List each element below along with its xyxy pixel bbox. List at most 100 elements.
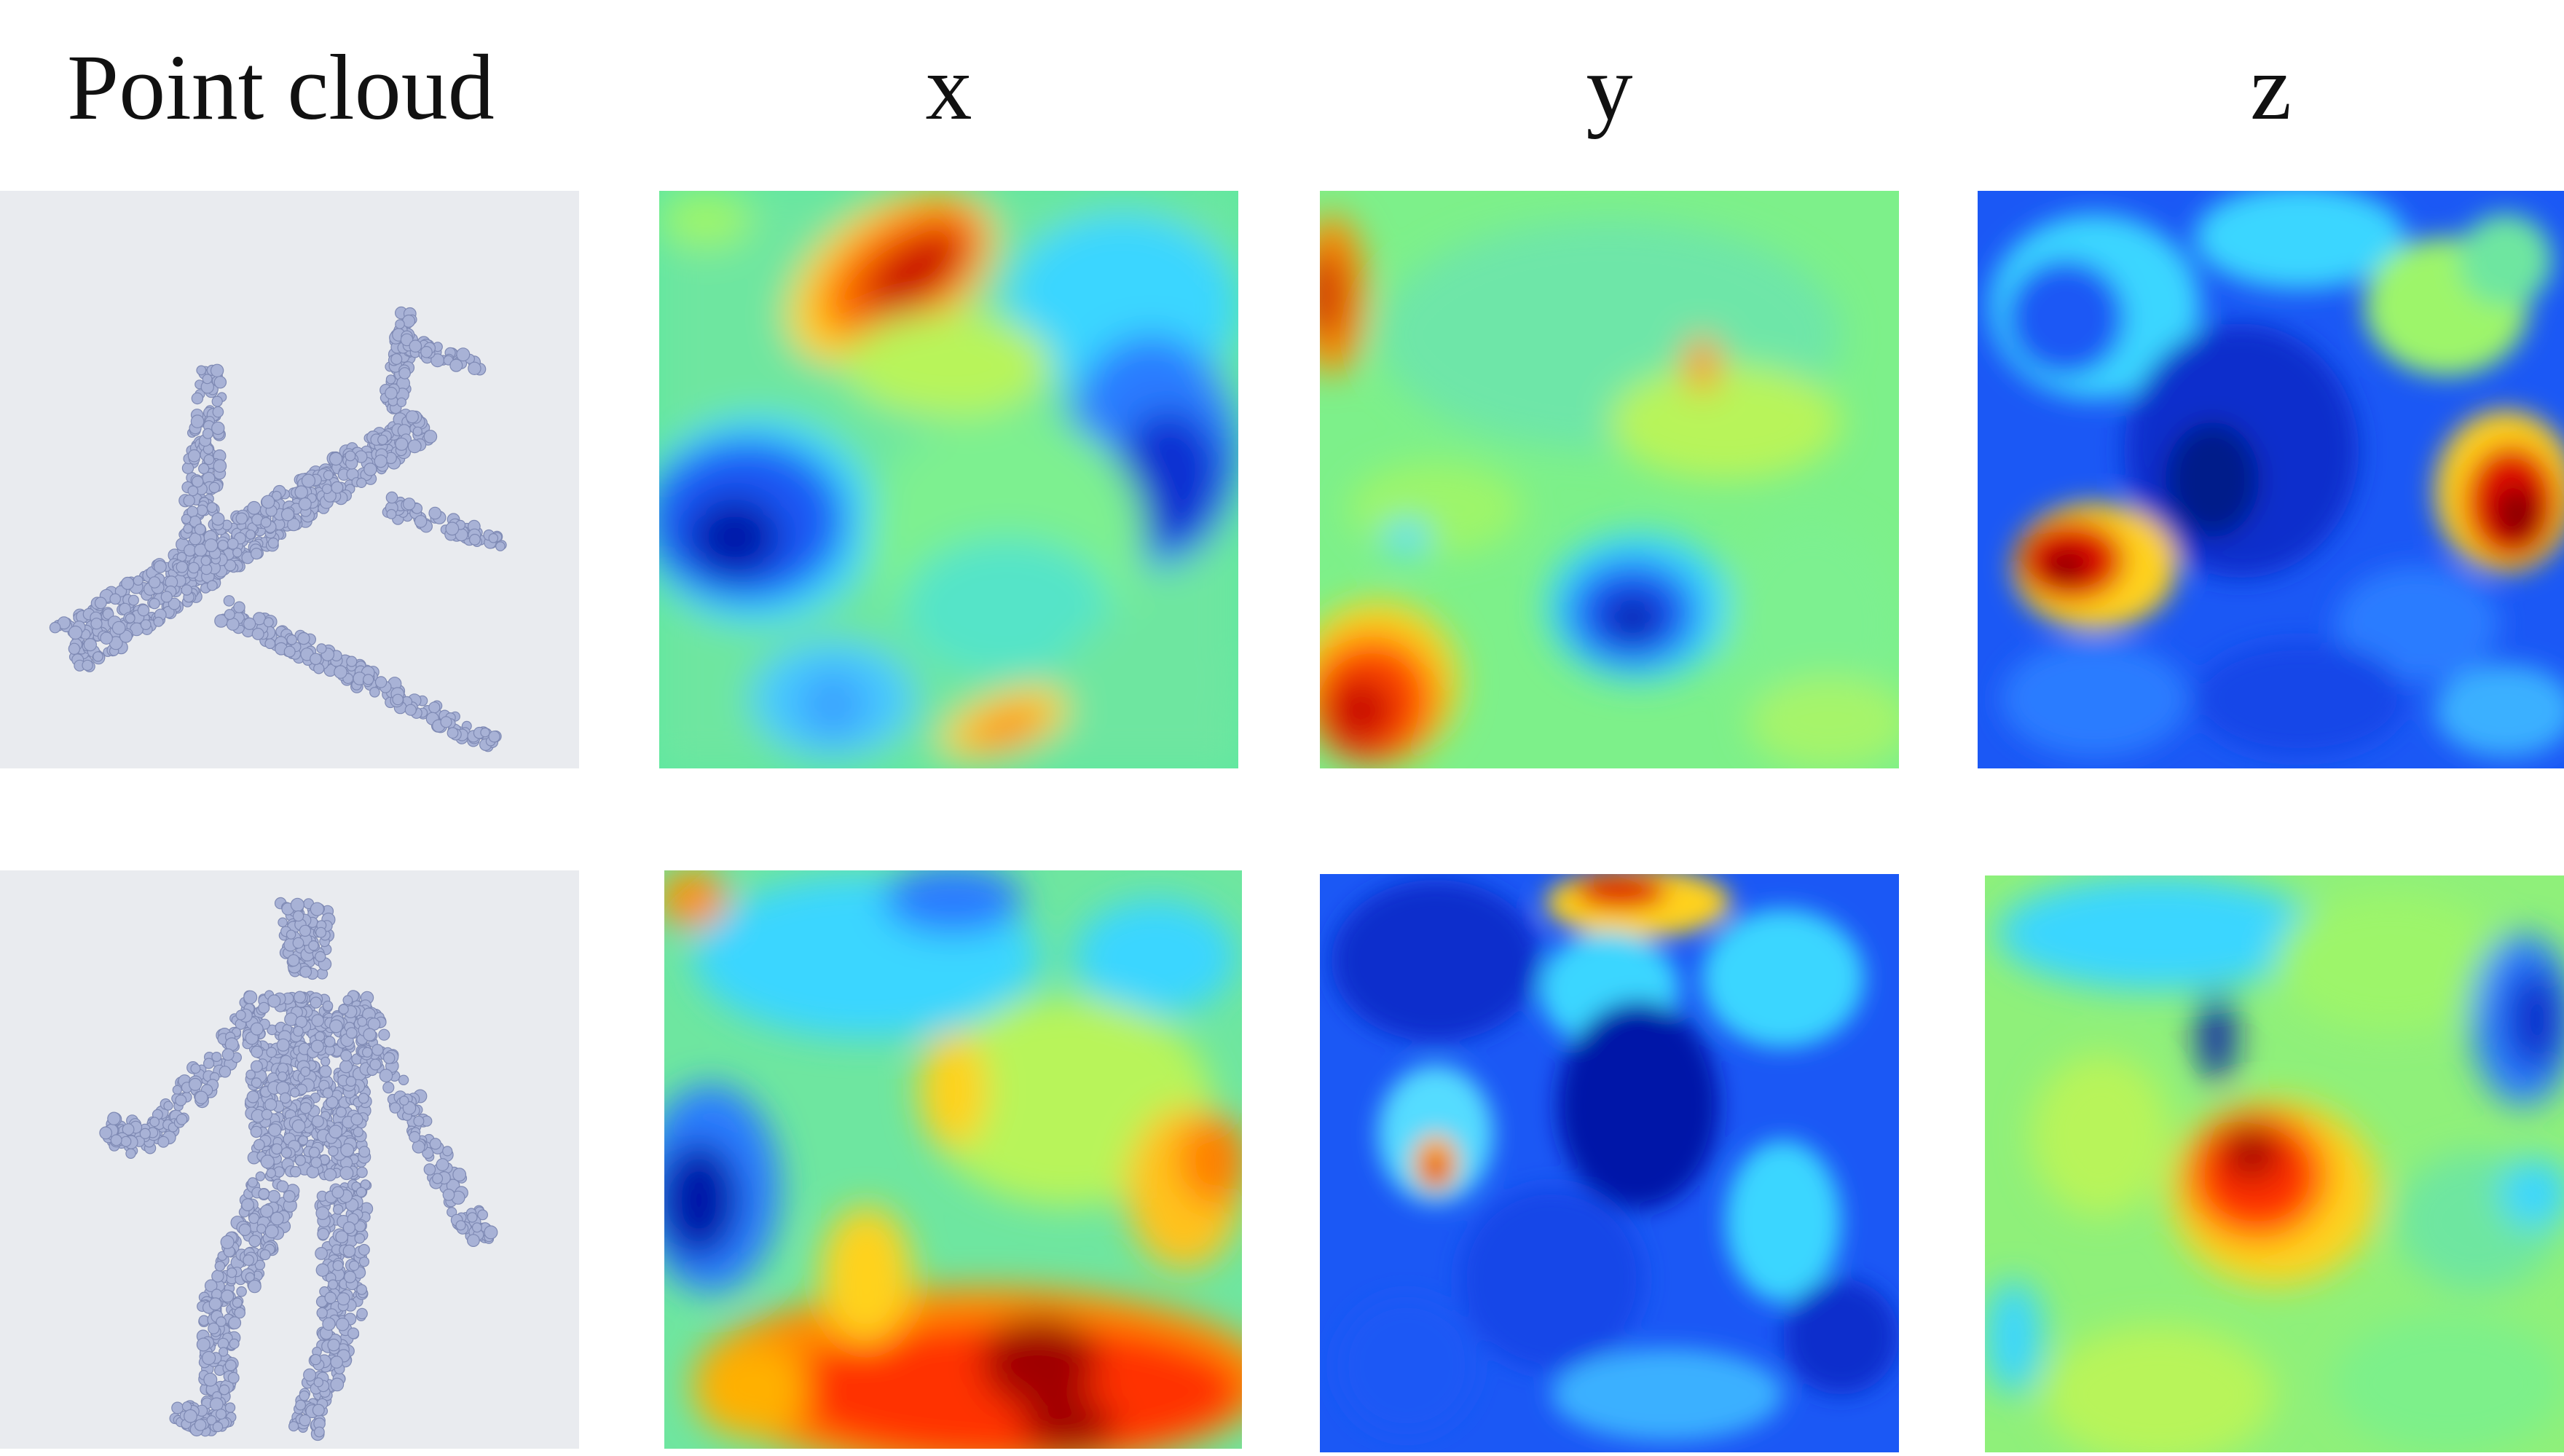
point — [429, 1138, 441, 1150]
point — [227, 1372, 240, 1384]
point — [369, 1058, 382, 1071]
point — [390, 353, 403, 366]
point — [190, 1063, 201, 1074]
point — [308, 940, 319, 951]
point — [264, 1224, 279, 1239]
point — [322, 1317, 336, 1331]
point — [221, 1048, 235, 1061]
point — [203, 454, 215, 465]
point — [219, 1066, 232, 1078]
point — [432, 1173, 444, 1184]
point — [238, 1223, 251, 1236]
point — [330, 1355, 343, 1369]
point — [219, 1347, 229, 1357]
point — [298, 1135, 308, 1146]
point — [311, 1115, 324, 1128]
point — [245, 1069, 256, 1080]
point — [399, 1095, 409, 1106]
point — [420, 346, 433, 358]
point — [160, 591, 173, 603]
point — [312, 1404, 325, 1417]
point — [345, 450, 356, 462]
point — [347, 1327, 360, 1339]
point — [294, 1154, 306, 1166]
point — [313, 1377, 323, 1388]
point — [405, 410, 419, 424]
point — [356, 1307, 368, 1320]
point — [338, 1004, 349, 1015]
point — [228, 1316, 242, 1330]
point — [310, 653, 322, 665]
point — [317, 1227, 330, 1240]
point — [467, 1234, 480, 1248]
point — [386, 508, 397, 519]
point — [331, 1186, 345, 1199]
point — [395, 319, 405, 329]
point — [194, 1419, 207, 1431]
point — [93, 651, 103, 662]
point — [245, 530, 256, 540]
point — [245, 1272, 255, 1283]
point — [250, 1022, 264, 1036]
point — [259, 1249, 271, 1261]
point — [315, 1206, 330, 1221]
point — [200, 555, 211, 566]
airplane-point-cloud — [0, 191, 579, 768]
point — [100, 631, 113, 645]
point — [235, 512, 248, 525]
point — [407, 439, 422, 454]
point — [181, 462, 194, 474]
point — [204, 538, 219, 553]
point — [137, 604, 150, 617]
point — [153, 560, 167, 573]
point — [398, 367, 411, 379]
point — [409, 1130, 421, 1143]
point — [320, 1056, 331, 1066]
point — [127, 594, 139, 606]
point — [246, 1090, 259, 1103]
point — [379, 1069, 393, 1082]
point — [322, 1087, 334, 1099]
point — [456, 347, 471, 362]
point — [377, 434, 388, 446]
point — [163, 1101, 173, 1111]
point — [295, 1399, 307, 1411]
point — [284, 1012, 298, 1026]
point — [120, 1136, 132, 1147]
point — [206, 1415, 217, 1425]
point — [220, 1235, 235, 1249]
point — [330, 1377, 345, 1392]
point — [436, 1158, 449, 1171]
point — [107, 1111, 121, 1125]
point — [278, 917, 288, 928]
point — [447, 727, 459, 739]
point — [229, 1338, 240, 1350]
point — [270, 1211, 284, 1226]
point — [440, 716, 452, 728]
point — [363, 463, 377, 476]
point — [316, 1307, 328, 1319]
point — [428, 506, 441, 520]
point — [294, 485, 308, 499]
airplane-y-heatmap — [1320, 191, 1899, 768]
point — [233, 601, 245, 613]
point — [216, 1316, 227, 1327]
point — [299, 1414, 311, 1427]
point — [251, 1077, 262, 1088]
point — [310, 1039, 324, 1053]
point — [184, 1409, 197, 1423]
point — [125, 1148, 136, 1159]
point — [181, 513, 192, 524]
point — [49, 621, 61, 634]
point — [248, 1235, 261, 1248]
point — [198, 463, 210, 474]
point — [236, 1286, 247, 1297]
point — [251, 1045, 264, 1058]
point — [299, 1390, 310, 1401]
point — [469, 533, 481, 546]
point — [247, 500, 261, 515]
point — [283, 645, 296, 658]
point — [247, 1177, 258, 1188]
point — [328, 1146, 339, 1157]
point — [358, 1146, 371, 1158]
